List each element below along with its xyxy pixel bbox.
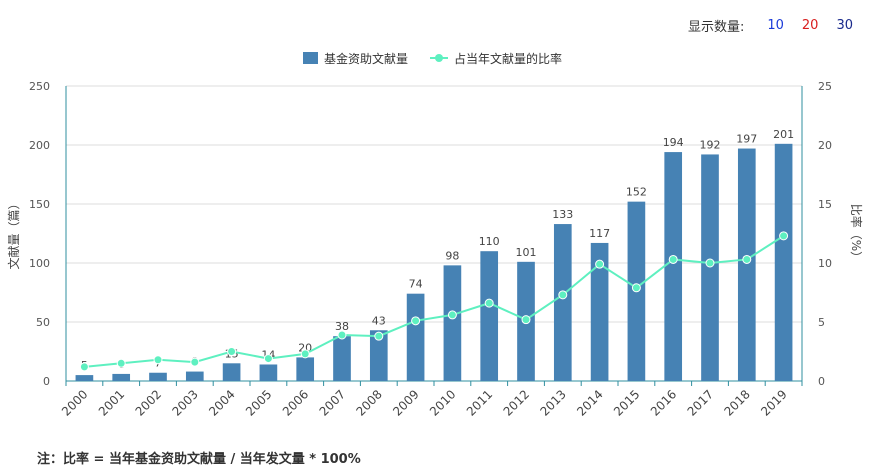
bar: [443, 265, 462, 381]
x-tick-label: 2009: [390, 387, 421, 418]
x-tick-label: 2003: [169, 387, 200, 418]
bar-value-label: 197: [736, 133, 757, 146]
x-tick-label: 2018: [721, 387, 752, 418]
bar: [369, 330, 388, 381]
bar: [112, 373, 131, 381]
y-right-tick-label: 15: [818, 198, 832, 211]
x-tick-label: 2005: [243, 387, 274, 418]
x-tick-label: 2000: [59, 387, 90, 418]
x-tick-label: 2013: [537, 387, 568, 418]
ratio-point: [190, 357, 200, 367]
bar: [259, 364, 278, 381]
bar: [701, 154, 719, 381]
legend-bar-label: 基金资助文献量: [324, 51, 408, 66]
bar-value-label: 74: [409, 278, 423, 291]
x-tick-label: 2007: [317, 387, 348, 418]
ratio-point: [337, 330, 347, 340]
bar-value-label: 133: [552, 208, 573, 221]
bar-value-label: 192: [700, 138, 721, 151]
x-tick-label: 2016: [648, 387, 679, 418]
legend-line-marker: [435, 54, 443, 62]
display-option-30[interactable]: 30: [836, 18, 853, 33]
y-left-axis-title: 文献量（篇）: [6, 197, 21, 269]
x-tick-label: 2008: [353, 387, 384, 418]
bar-value-label: 117: [589, 227, 610, 240]
legend-line-label: 占当年文献量的比率: [454, 51, 562, 66]
x-tick-label: 2004: [206, 387, 237, 418]
x-tick-label: 2001: [96, 387, 127, 418]
display-count-label: 显示数量:: [687, 20, 745, 35]
ratio-point: [411, 316, 421, 326]
x-tick-label: 2011: [464, 387, 495, 418]
display-option-20[interactable]: 20: [801, 18, 819, 33]
x-tick-label: 2015: [611, 387, 642, 418]
ratio-point: [300, 349, 310, 359]
y-right-tick-label: 25: [818, 80, 832, 93]
ratio-point: [227, 347, 237, 356]
y-right-tick-label: 5: [818, 316, 825, 329]
bar: [553, 224, 572, 381]
y-left-tick-label: 150: [29, 198, 50, 211]
ratio-point: [558, 290, 568, 300]
y-right-tick-label: 20: [818, 139, 832, 152]
ratio-point: [521, 315, 531, 325]
ratio-point: [779, 231, 789, 241]
ratio-point: [484, 298, 494, 308]
bar: [406, 293, 425, 381]
ratio-point: [595, 259, 605, 269]
ratio-point: [447, 310, 457, 320]
y-right-axis-title: 比率（%）: [849, 204, 864, 263]
x-tick-label: 2014: [574, 387, 605, 418]
y-right-tick-label: 10: [818, 257, 832, 270]
y-left-tick-label: 50: [36, 316, 50, 329]
bar: [149, 372, 167, 381]
ratio-point: [116, 358, 126, 368]
ratio-point: [668, 254, 678, 264]
y-left-tick-label: 100: [29, 257, 50, 270]
x-tick-label: 2017: [685, 387, 716, 418]
bar: [222, 363, 241, 381]
bar-value-label: 201: [773, 128, 794, 141]
ratio-point: [153, 355, 163, 365]
bar-value-label: 101: [516, 246, 537, 259]
x-tick-label: 2019: [758, 387, 789, 418]
bar: [590, 242, 609, 381]
ratio-point: [742, 254, 752, 264]
bar: [333, 336, 351, 381]
x-tick-label: 2002: [133, 387, 164, 418]
bar: [480, 251, 499, 381]
ratio-line: [84, 235, 785, 368]
display-count-selector: 显示数量: 10 20 30: [688, 16, 862, 35]
bar: [774, 143, 793, 381]
bar-value-label: 98: [445, 249, 459, 262]
bar-value-label: 110: [479, 235, 500, 248]
bar: [75, 375, 94, 381]
x-tick-label: 2012: [501, 387, 532, 418]
bar-value-label: 194: [663, 136, 684, 149]
x-tick-label: 2006: [280, 387, 311, 418]
bar: [664, 152, 683, 381]
footnote: 注：比率 = 当年基金资助文献量 / 当年发文量 * 100%: [37, 452, 361, 467]
x-tick-label: 2010: [427, 387, 458, 418]
bar: [737, 148, 756, 381]
y-left-tick-label: 0: [43, 375, 50, 388]
bar-value-label: 43: [372, 314, 386, 327]
legend-bar-swatch: [303, 52, 318, 64]
ratio-point: [263, 354, 273, 364]
y-left-tick-label: 250: [29, 80, 50, 93]
y-left-tick-label: 200: [29, 139, 50, 152]
bar-value-label: 38: [335, 320, 349, 333]
bar: [296, 357, 315, 381]
display-option-10[interactable]: 10: [767, 18, 784, 33]
bar-value-label: 152: [626, 186, 647, 199]
ratio-point: [374, 331, 384, 341]
ratio-point: [79, 362, 89, 372]
bar: [185, 371, 204, 381]
ratio-point: [631, 283, 641, 293]
ratio-point: [705, 258, 715, 268]
y-right-tick-label: 0: [818, 375, 825, 388]
